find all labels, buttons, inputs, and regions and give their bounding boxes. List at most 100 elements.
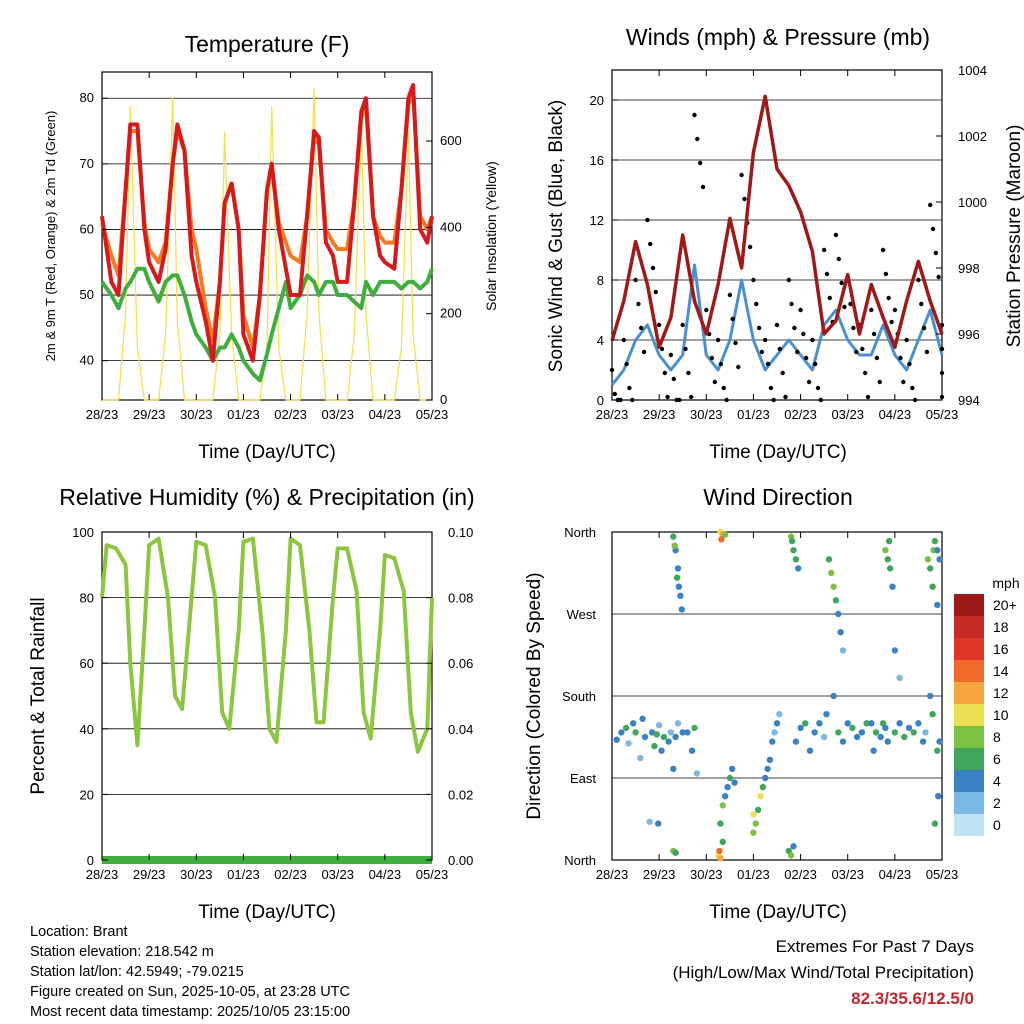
humidity-line (100, 536, 434, 754)
x-tick-label: 28/23 (86, 867, 119, 882)
colorbar-label: 4 (993, 773, 1001, 789)
gust-point (801, 331, 806, 337)
direction-point (884, 556, 891, 563)
humidity-y-tick-label: 80 (80, 591, 94, 606)
wind-y-tick-label: 8 (597, 273, 604, 288)
direction-point (665, 738, 672, 745)
solar-y-axis-label: Solar Insolation (Yellow) (483, 161, 499, 311)
direction-point (927, 692, 934, 700)
gust-point (836, 256, 841, 262)
gust-point (754, 301, 759, 307)
precip-y-tick-label: 0.08 (448, 591, 473, 606)
direction-point (802, 720, 809, 727)
direction-point (674, 720, 682, 727)
station-elevation: Station elevation: 218.542 m (30, 944, 214, 960)
gust-point (686, 370, 691, 376)
direction-point (670, 533, 677, 540)
gust-point (662, 370, 667, 376)
solar-y-tick-label: 200 (440, 306, 462, 321)
direction-point (929, 711, 936, 718)
temperature-y-tick-label: 80 (80, 90, 94, 105)
direction-point (832, 597, 840, 604)
direction-chart-title: Wind Direction (703, 484, 853, 510)
gust-point (883, 271, 889, 277)
gust-point (813, 361, 818, 367)
direction-point (726, 774, 734, 782)
gust-point (860, 346, 865, 352)
pressure-y-tick-label: 1000 (958, 195, 987, 210)
gust-point (786, 277, 791, 283)
precip-y-tick-label: 0.10 (448, 525, 473, 540)
colorbar-label: 8 (993, 729, 1001, 745)
gust-point (689, 394, 694, 400)
x-tick-label: 03/23 (831, 407, 864, 422)
direction-point (788, 537, 796, 545)
colorbar-swatch (954, 770, 984, 792)
gust-point (774, 322, 780, 328)
humidity-y-tick-label: 20 (80, 787, 94, 802)
humidity-y-axis-label: Percent & Total Rainfall (28, 597, 49, 794)
gust-point (824, 271, 830, 277)
gust-point (921, 325, 927, 331)
direction-point (752, 820, 759, 827)
gust-point (704, 307, 709, 313)
gust-point (919, 301, 924, 307)
gust-point (912, 397, 918, 403)
gust-point (874, 355, 880, 361)
direction-point (754, 806, 762, 814)
x-tick-label: 04/23 (879, 867, 912, 882)
gust-point (789, 301, 794, 307)
pressure-y-axis-label: Station Pressure (Maroon) (1004, 125, 1024, 348)
gust-point (910, 385, 915, 391)
direction-point (658, 747, 665, 754)
direction-point (806, 747, 814, 754)
direction-point (927, 565, 934, 572)
gust-point (818, 397, 823, 403)
pressure-y-tick-label: 994 (958, 393, 980, 408)
gust-point (747, 244, 753, 250)
pressure-line (610, 94, 944, 349)
direction-point (762, 774, 769, 782)
direction-point (750, 829, 757, 836)
gust-point (683, 346, 688, 352)
gust-point (698, 160, 703, 166)
colorbar-label: 10 (993, 707, 1009, 723)
colorbar-swatch (954, 660, 984, 682)
direction-point (915, 720, 922, 727)
colorbar-swatch (954, 704, 984, 726)
humidity-y-tick-label: 40 (80, 722, 94, 737)
gust-point (880, 247, 886, 253)
gust-point (851, 325, 856, 331)
extremes-subheading: (High/Low/Max Wind/Total Precipitation) (672, 963, 974, 982)
gust-point (771, 397, 776, 403)
direction-point (717, 855, 724, 862)
gust-point (783, 394, 788, 400)
gust-point (645, 217, 650, 223)
direction-point (844, 720, 851, 727)
direction-point (672, 733, 679, 741)
gust-point (692, 112, 697, 118)
direction-point (787, 852, 795, 859)
gust-point (621, 337, 626, 343)
direction-point (655, 722, 663, 729)
temperature-y-tick-label: 70 (80, 156, 94, 171)
gust-point (924, 349, 930, 355)
gust-point (695, 136, 700, 142)
temperature-y-tick-label: 40 (80, 353, 94, 368)
direction-point (849, 724, 856, 732)
direction-point (919, 738, 927, 745)
wind-y-tick-label: 12 (590, 213, 604, 228)
direction-point (934, 547, 941, 554)
gust-point (928, 202, 933, 208)
gust-point (653, 289, 658, 295)
x-tick-label: 01/23 (227, 867, 260, 882)
x-tick-label: 29/23 (643, 867, 676, 882)
gust-point (712, 379, 717, 385)
direction-point (691, 724, 698, 732)
direction-point (935, 793, 942, 800)
gust-point (636, 301, 641, 307)
x-tick-label: 30/23 (690, 407, 723, 422)
direction-point (769, 738, 776, 745)
gust-point (609, 367, 615, 373)
direction-point (630, 720, 637, 727)
